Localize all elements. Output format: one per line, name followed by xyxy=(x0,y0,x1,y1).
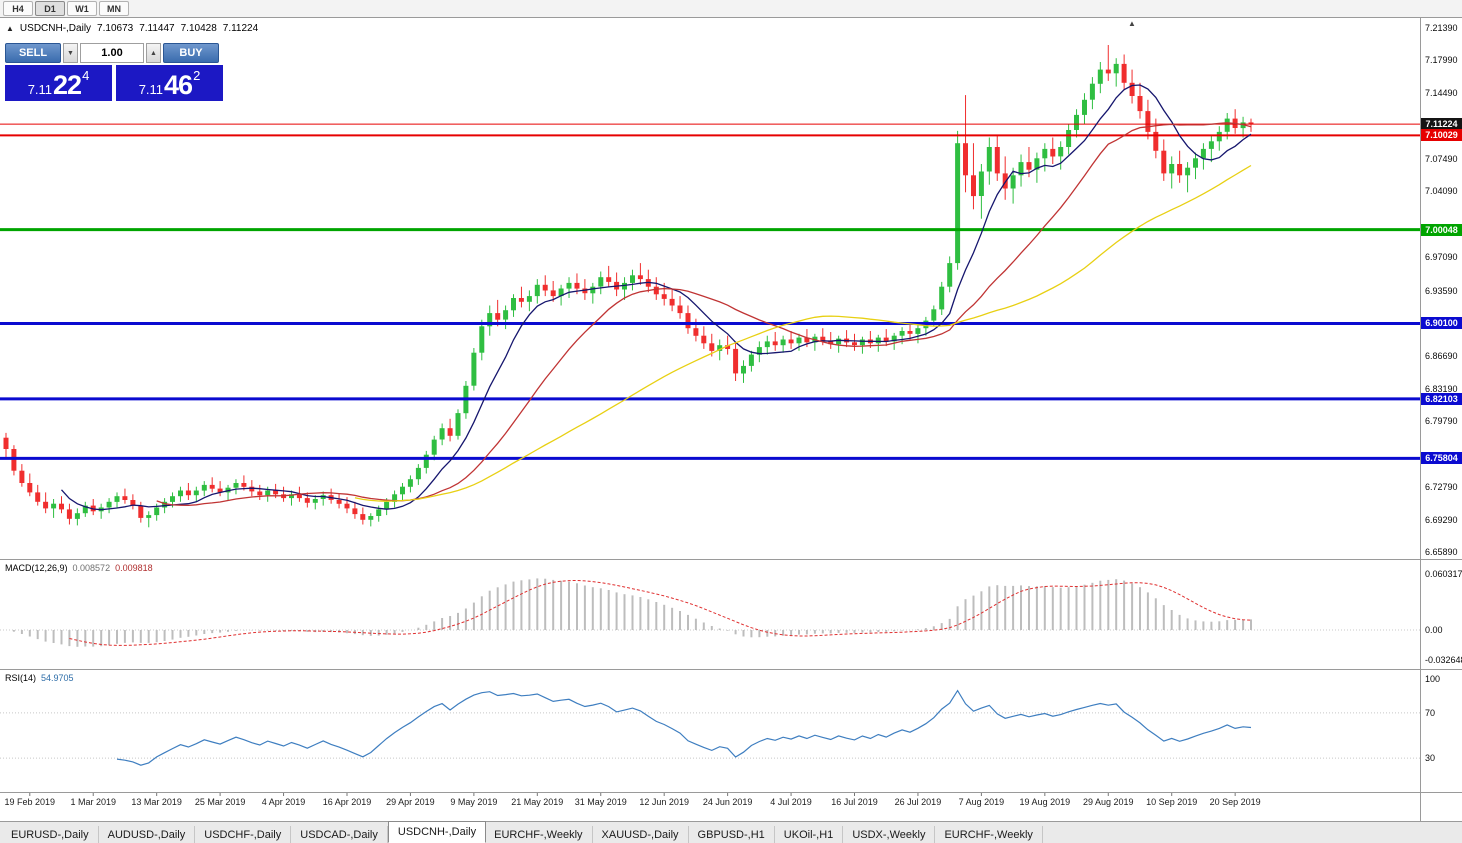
timeframe-button-h4[interactable]: H4 xyxy=(3,1,33,16)
rsi-level-lines xyxy=(0,712,1420,759)
ohlc-close: 7.11224 xyxy=(222,23,259,34)
chart-ohlc-header: ▲ USDCNH-,Daily 7.10673 7.11447 7.10428 … xyxy=(6,23,258,34)
chart-symbol-label: USDCNH-,Daily xyxy=(19,23,92,34)
ohlc-low: 7.10428 xyxy=(180,23,217,34)
ohlc-high: 7.11447 xyxy=(139,23,175,34)
chart-tab[interactable]: USDCHF-,Daily xyxy=(195,826,292,843)
horizontal-price-lines xyxy=(0,123,1420,460)
timeframe-button-w1[interactable]: W1 xyxy=(67,1,97,16)
chart-tab[interactable]: GBPUSD-,H1 xyxy=(689,826,775,843)
rsi-value: 54.9705 xyxy=(41,673,74,683)
timeframe-button-d1[interactable]: D1 xyxy=(35,1,65,16)
volume-increase-button[interactable]: ▲ xyxy=(146,43,161,63)
ohlc-open: 7.10673 xyxy=(97,23,134,34)
volume-input[interactable] xyxy=(80,43,144,63)
ma-45-line xyxy=(354,164,1252,502)
ma-8-line xyxy=(61,84,1252,511)
volume-decrease-button[interactable]: ▼ xyxy=(63,43,78,63)
chart-tab[interactable]: USDCAD-,Daily xyxy=(291,826,388,843)
pane-dividers xyxy=(0,17,1462,821)
macd-value: 0.008572 xyxy=(72,563,111,573)
rsi-indicator-label: RSI(14) 54.9705 xyxy=(5,673,74,683)
macd-signal-value: 0.009818 xyxy=(115,563,153,573)
timeframe-toolbar: H4 D1 W1 MN xyxy=(0,0,1462,18)
ask-price-point: 2 xyxy=(193,68,201,83)
chart-tab[interactable]: EURCHF-,Weekly xyxy=(485,826,593,843)
chart-tab[interactable]: EURUSD-,Daily xyxy=(2,826,99,843)
trade-prices-row: 7.11 22 4 7.11 46 2 xyxy=(5,65,223,101)
bid-price-display[interactable]: 7.11 22 4 xyxy=(5,65,112,101)
chart-tab[interactable]: USDX-,Weekly xyxy=(843,826,936,843)
ask-price-prefix: 7.11 xyxy=(138,82,164,97)
chart-tab[interactable]: USDCNH-,Daily xyxy=(387,821,487,843)
bid-price-pips: 22 xyxy=(53,70,82,100)
chart-tab[interactable]: UKOil-,H1 xyxy=(775,826,844,843)
macd-indicator-label: MACD(12,26,9) 0.008572 0.009818 xyxy=(5,563,153,573)
rsi-line xyxy=(116,689,1252,766)
date-axis-ticks xyxy=(29,793,1236,796)
ask-price-pips: 46 xyxy=(164,70,193,100)
bid-price-point: 4 xyxy=(82,68,90,83)
macd-name: MACD(12,26,9) xyxy=(5,563,68,573)
chart-tab[interactable]: XAUUSD-,Daily xyxy=(593,826,689,843)
chart-shift-marker-icon[interactable]: ▲ xyxy=(1128,19,1136,28)
one-click-panel-toggle-icon[interactable]: ▲ xyxy=(6,24,14,33)
chart-tabs-bar: EURUSD-,Daily AUDUSD-,Daily USDCHF-,Daily U… xyxy=(0,821,1462,843)
chart-tab[interactable]: AUDUSD-,Daily xyxy=(99,826,196,843)
one-click-trading-panel: SELL ▼ ▲ BUY 7.11 22 4 7.11 46 2 xyxy=(5,43,223,101)
rsi-name: RSI(14) xyxy=(5,673,37,683)
macd-signal-line xyxy=(69,579,1252,646)
chart-tab[interactable]: EURCHF-,Weekly xyxy=(935,826,1043,843)
ma-20-line xyxy=(156,122,1252,507)
sell-button[interactable]: SELL xyxy=(5,43,61,63)
ask-price-display[interactable]: 7.11 46 2 xyxy=(116,65,223,101)
candlestick-series xyxy=(3,45,1254,528)
trade-controls-row: SELL ▼ ▲ BUY xyxy=(5,43,223,63)
macd-histogram xyxy=(12,578,1252,647)
bid-price-prefix: 7.11 xyxy=(27,82,53,97)
buy-button[interactable]: BUY xyxy=(163,43,219,63)
timeframe-button-mn[interactable]: MN xyxy=(99,1,129,16)
